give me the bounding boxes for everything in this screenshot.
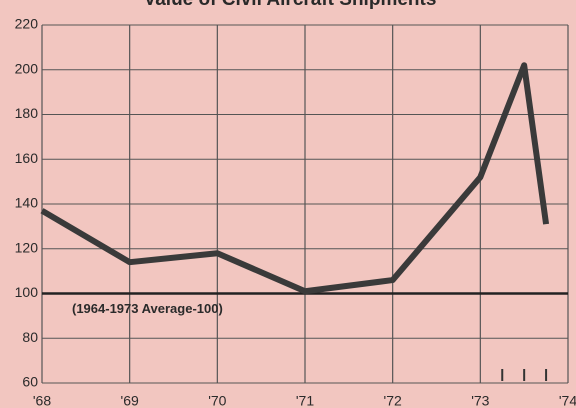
- y-tick-label: 140: [15, 195, 39, 211]
- x-tick-label: '69: [121, 393, 139, 408]
- y-tick-label: 120: [15, 239, 39, 255]
- y-tick-label: 220: [15, 16, 39, 32]
- x-tick-label: '71: [296, 393, 314, 408]
- y-tick-label: 200: [15, 60, 39, 76]
- x-tick-label: '70: [208, 393, 226, 408]
- x-tick-label: '72: [384, 393, 402, 408]
- x-tick-label: '74: [559, 393, 576, 408]
- annotation: (1964-1973 Average-100): [72, 301, 223, 316]
- x-tick-label: '68: [33, 393, 51, 408]
- data-line: [40, 62, 550, 295]
- y-tick-label: 100: [15, 284, 39, 300]
- y-tick-label: 160: [15, 150, 39, 166]
- y-tick-label: 60: [22, 374, 38, 390]
- x-tick-label: '73: [471, 393, 489, 408]
- y-tick-label: 180: [15, 105, 39, 121]
- chart-title: Value of Civil Aircraft Shipments: [144, 0, 437, 10]
- y-tick-label: 80: [22, 329, 38, 345]
